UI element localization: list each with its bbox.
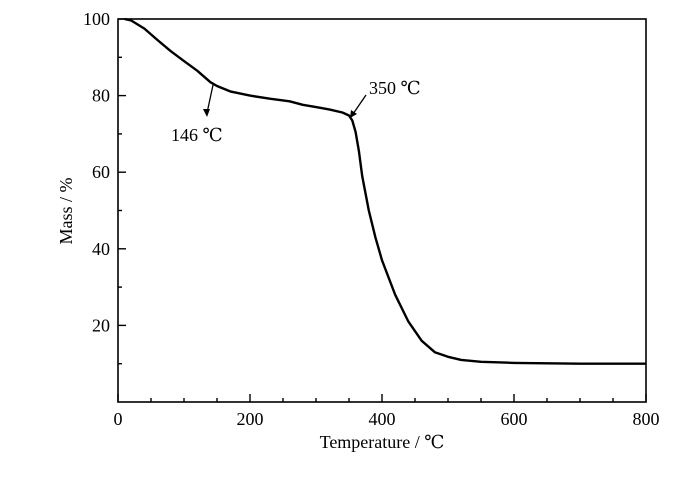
y-axis-title: Mass / % [56,177,76,244]
x-tick-label: 0 [114,409,123,429]
mass-loss-curve [124,17,646,365]
y-tick-label: 100 [83,9,110,29]
annotation-350-label: 350 ℃ [369,78,421,98]
y-axis-ticks: 20 40 60 80 100 [83,9,126,365]
x-tick-label: 200 [237,409,264,429]
annotation-146-label: 146 ℃ [171,125,223,145]
y-tick-label: 20 [92,315,110,335]
y-tick-label: 80 [92,86,110,106]
annotation-350-arrowhead [350,110,357,118]
x-tick-label: 800 [633,409,660,429]
plot-frame [117,18,647,403]
annotation-146-arrowhead [203,109,210,117]
annotation-146-arrow-line [206,84,214,114]
y-tick-label: 60 [92,162,110,182]
x-tick-label: 600 [501,409,528,429]
x-tick-label: 400 [369,409,396,429]
annotation-350-arrow-line [352,94,367,115]
y-tick-label: 40 [92,239,110,259]
x-axis-ticks: 0 200 400 600 800 [114,394,660,429]
x-axis-title: Temperature / ℃ [320,432,445,452]
annotation-146: 146 ℃ [171,84,223,145]
annotation-350: 350 ℃ [350,78,421,118]
